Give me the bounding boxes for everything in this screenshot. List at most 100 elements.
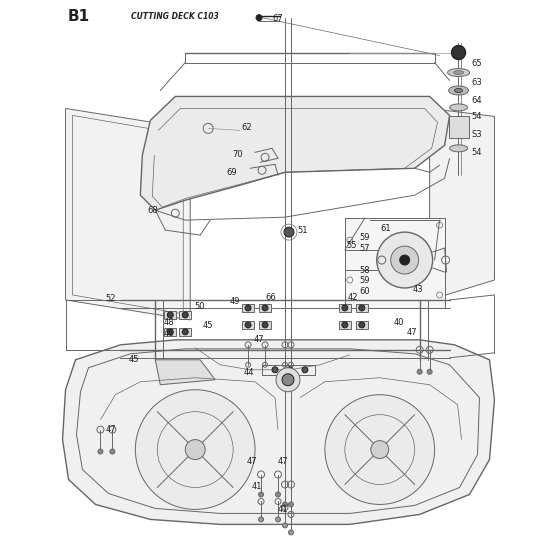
Circle shape xyxy=(377,232,433,288)
Bar xyxy=(164,311,176,319)
Text: S3: S3 xyxy=(472,130,482,139)
Ellipse shape xyxy=(454,71,464,74)
Text: 47: 47 xyxy=(407,328,417,337)
Text: 58: 58 xyxy=(360,265,370,274)
Circle shape xyxy=(451,45,465,59)
Bar xyxy=(242,304,254,312)
Circle shape xyxy=(284,227,294,237)
Text: 48: 48 xyxy=(164,319,174,328)
Bar xyxy=(179,311,191,319)
Circle shape xyxy=(182,329,188,335)
Text: 66: 66 xyxy=(265,293,276,302)
Text: 47: 47 xyxy=(105,425,116,434)
Ellipse shape xyxy=(449,86,469,95)
Text: 52: 52 xyxy=(105,295,116,304)
Circle shape xyxy=(245,305,251,311)
Text: CUTTING DECK C103: CUTTING DECK C103 xyxy=(132,12,219,21)
Circle shape xyxy=(136,390,255,510)
Text: 65: 65 xyxy=(472,59,482,68)
Bar xyxy=(259,304,271,312)
Text: 60: 60 xyxy=(360,287,370,296)
Circle shape xyxy=(276,368,300,392)
Circle shape xyxy=(185,440,205,460)
Text: 50: 50 xyxy=(194,302,205,311)
Text: 49: 49 xyxy=(230,297,241,306)
Circle shape xyxy=(259,492,264,497)
Bar xyxy=(164,328,176,336)
Circle shape xyxy=(276,517,281,522)
Circle shape xyxy=(342,322,348,328)
Circle shape xyxy=(262,305,268,311)
Bar xyxy=(339,321,351,329)
Polygon shape xyxy=(66,109,190,320)
Text: 40: 40 xyxy=(394,319,404,328)
Bar xyxy=(179,328,191,336)
Text: 57: 57 xyxy=(360,244,370,253)
Text: 41: 41 xyxy=(278,505,288,514)
Text: 54: 54 xyxy=(472,148,482,157)
Circle shape xyxy=(391,246,419,274)
Circle shape xyxy=(167,329,173,335)
Text: 70: 70 xyxy=(232,150,242,159)
Polygon shape xyxy=(155,360,215,385)
Text: 69: 69 xyxy=(226,168,237,177)
Circle shape xyxy=(256,15,262,21)
Bar xyxy=(356,304,368,312)
Circle shape xyxy=(272,367,278,373)
Text: 59: 59 xyxy=(360,277,370,286)
Text: 46: 46 xyxy=(164,329,174,338)
Ellipse shape xyxy=(450,145,468,152)
Ellipse shape xyxy=(455,88,463,92)
Text: 61: 61 xyxy=(381,223,391,232)
Text: 63: 63 xyxy=(472,78,482,87)
Text: 41: 41 xyxy=(252,482,263,491)
Circle shape xyxy=(342,305,348,311)
Circle shape xyxy=(262,322,268,328)
Text: 68: 68 xyxy=(147,206,158,214)
Circle shape xyxy=(302,367,308,373)
Bar xyxy=(339,304,351,312)
Circle shape xyxy=(400,255,410,265)
Bar xyxy=(356,321,368,329)
Bar xyxy=(242,321,254,329)
Text: 51: 51 xyxy=(297,226,307,235)
Text: 43: 43 xyxy=(413,286,423,295)
Circle shape xyxy=(259,517,264,522)
Circle shape xyxy=(359,305,365,311)
Text: 47: 47 xyxy=(254,335,265,344)
Ellipse shape xyxy=(447,68,469,77)
Circle shape xyxy=(325,395,435,505)
Circle shape xyxy=(110,449,115,454)
Circle shape xyxy=(371,441,389,459)
Polygon shape xyxy=(141,96,450,210)
Circle shape xyxy=(276,492,281,497)
Circle shape xyxy=(282,502,287,507)
Text: 64: 64 xyxy=(472,96,482,105)
Text: 47: 47 xyxy=(278,457,288,466)
Circle shape xyxy=(359,322,365,328)
Ellipse shape xyxy=(450,104,468,111)
Circle shape xyxy=(427,369,432,374)
Polygon shape xyxy=(63,340,494,524)
Text: 55: 55 xyxy=(347,241,357,250)
Text: 45: 45 xyxy=(128,355,139,365)
Text: 67: 67 xyxy=(272,14,283,23)
Circle shape xyxy=(288,530,293,535)
Circle shape xyxy=(245,322,251,328)
Bar xyxy=(259,321,271,329)
Bar xyxy=(345,218,445,308)
Text: 45: 45 xyxy=(202,321,213,330)
Circle shape xyxy=(288,502,293,507)
Text: 44: 44 xyxy=(244,368,255,377)
Circle shape xyxy=(282,374,294,386)
Text: 42: 42 xyxy=(348,293,358,302)
Bar xyxy=(449,116,469,138)
Circle shape xyxy=(98,449,103,454)
Polygon shape xyxy=(430,109,494,300)
Text: 59: 59 xyxy=(360,232,370,241)
Text: 54: 54 xyxy=(472,112,482,121)
Circle shape xyxy=(287,367,293,373)
Circle shape xyxy=(282,523,287,528)
Circle shape xyxy=(417,369,422,374)
Text: B1: B1 xyxy=(67,9,90,24)
